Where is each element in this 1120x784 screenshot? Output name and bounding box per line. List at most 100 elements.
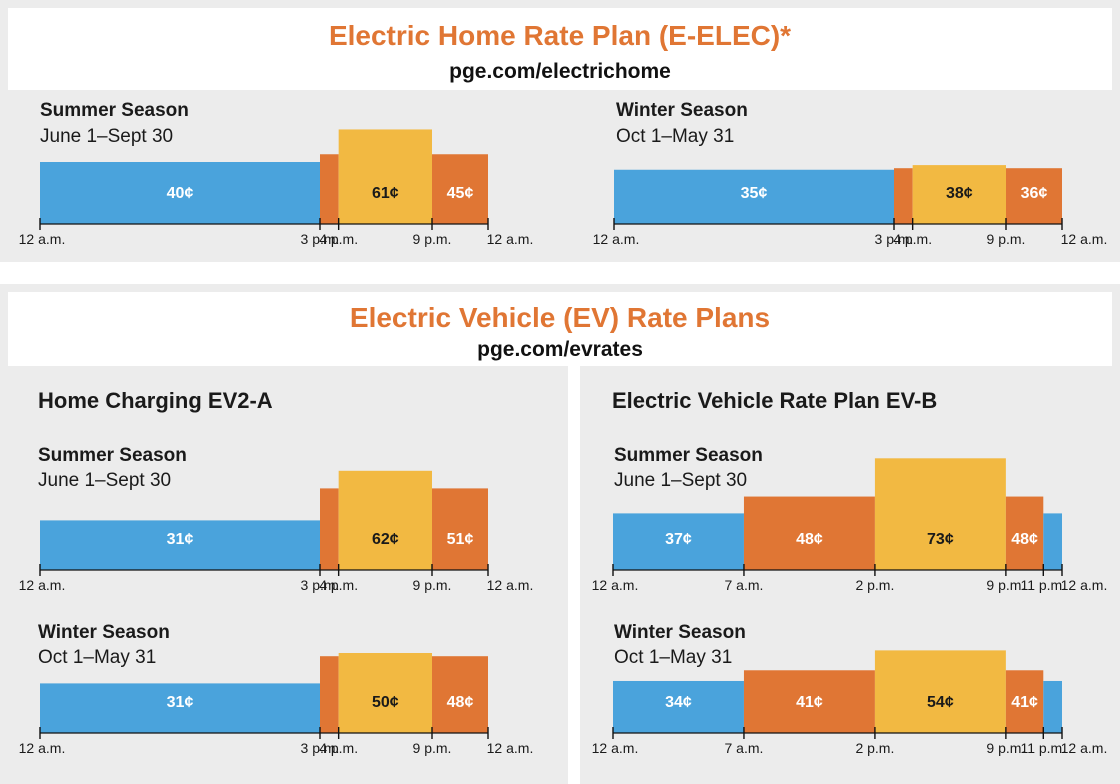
ev2a-summer-tick-label-4: 12 a.m.: [487, 577, 534, 593]
elec-summer-bar-label-2: 61¢: [372, 185, 399, 202]
evb-winter-tick-label-1: 7 a.m.: [725, 740, 764, 756]
evb-title: Electric Vehicle Rate Plan EV-B: [612, 388, 938, 413]
evb-winter-bar-4: [1043, 680, 1062, 733]
elec-winter-bar-2: [912, 165, 1006, 224]
elec-title: Electric Home Rate Plan (E-ELEC)*: [328, 20, 792, 51]
elec-winter-bar-label-0: 35¢: [741, 185, 768, 202]
elec-panel: Electric Home Rate Plan (E-ELEC)* pge.co…: [0, 0, 1120, 262]
elec-winter-tick-label-3: 9 p.m.: [987, 231, 1026, 247]
ev2a-summer-bar-label-2: 62¢: [372, 531, 399, 548]
ev2a-winter-dates: Oct 1–May 31: [38, 647, 157, 668]
elec-summer-bar-1: [320, 154, 339, 224]
elec-winter-tick-label-4: 12 a.m.: [1061, 231, 1108, 247]
ev2a-summer-bar-3: [432, 488, 488, 570]
ev2a-title: Home Charging EV2-A: [38, 388, 273, 413]
evb-winter-tick-label-3: 9 p.m.: [986, 740, 1025, 756]
elec-summer-bar-label-0: 40¢: [167, 185, 194, 202]
ev2a-summer-bar-2: [338, 470, 432, 570]
ev2a-winter-season-title: Winter Season: [38, 622, 170, 643]
ev2a-summer-dates: June 1–Sept 30: [38, 470, 172, 491]
evb-summer-tick-label-5: 12 a.m.: [1061, 577, 1108, 593]
evb-winter-bar-2: [874, 650, 1006, 733]
ev2a-winter-bar-label-0: 31¢: [167, 694, 194, 711]
ev2a-winter-tick-label-3: 9 p.m.: [413, 740, 452, 756]
ev2a-summer-tick-label-2: 4 p.m.: [319, 577, 358, 593]
elec-summer-bar-0: [40, 162, 320, 224]
ev2a-winter-bar-2: [338, 653, 432, 733]
elec-winter-bar-label-3: 36¢: [1021, 185, 1048, 202]
evb-winter-bar-label-3: 41¢: [1011, 694, 1038, 711]
elec-summer-bar-3: [432, 154, 488, 224]
ev2a-winter-bar-label-2: 50¢: [372, 694, 399, 711]
evb-summer-bar-label-1: 48¢: [796, 531, 823, 548]
ev2a-summer-bar-1: [320, 488, 339, 570]
ev2a-winter-bar-3: [432, 656, 488, 733]
ev2a-winter-tick-label-2: 4 p.m.: [319, 740, 358, 756]
evb-winter-bar-1: [743, 670, 875, 733]
evb-summer-bar-label-0: 37¢: [665, 531, 692, 548]
ev2a-winter-bar-1: [320, 656, 339, 733]
elec-header: Electric Home Rate Plan (E-ELEC)* pge.co…: [8, 8, 1112, 90]
evb-summer-tick-label-2: 2 p.m.: [855, 577, 894, 593]
elec-summer-chart: 40¢ 61¢ 45¢ 12 a.m. 3 p.m.4 p.m. 9 p.m. 12 a.m…: [19, 129, 534, 247]
elec-winter-tick-label-1: 3 p.m.: [875, 231, 914, 247]
elec-summer-tick-label-4: 12 a.m.: [487, 231, 534, 247]
evb-summer-dates: June 1–Sept 30: [614, 470, 748, 491]
evb-summer-season-title: Summer Season: [614, 445, 763, 466]
evb-summer-tick-label-1: 7 a.m.: [725, 577, 764, 593]
ev2a-winter-bar-label-3: 48¢: [447, 694, 474, 711]
evb-winter-bar-label-2: 54¢: [927, 694, 954, 711]
elec-summer-dates: June 1–Sept 30: [40, 126, 174, 147]
evb-winter-tick-label-5: 12 a.m.: [1061, 740, 1108, 756]
evb-winter-bar-3: [1005, 670, 1044, 733]
evb-winter-tick-label-4: 11 p.m.: [1020, 740, 1066, 756]
evb-summer-bar-label-2: 73¢: [927, 531, 954, 548]
evb-summer-bar-3: [1005, 496, 1044, 570]
evb-winter-tick-label-0: 12 a.m.: [592, 740, 639, 756]
ev2a-summer-tick-label-1: 3 p.m.: [301, 577, 340, 593]
evb-winter-tick-label-2: 2 p.m.: [855, 740, 894, 756]
ev2a-winter-tick-label-0: 12 a.m.: [19, 740, 66, 756]
evb-summer-bar-0: [613, 513, 744, 570]
elec-summer-tick-label-1: 3 p.m.: [301, 231, 340, 247]
elec-summer-bar-label-3: 45¢: [447, 185, 474, 202]
evb-summer-tick-label-4: 11 p.m.: [1020, 577, 1066, 593]
elec-winter-tick-label-2: 4 p.m.: [893, 231, 932, 247]
elec-winter-bar-3: [1006, 168, 1062, 224]
evb-summer-bar-2: [874, 458, 1006, 570]
evb-summer-bar-1: [743, 496, 875, 570]
elec-winter-bar-0: [614, 169, 894, 224]
ev2a-winter-tick-label-4: 12 a.m.: [487, 740, 534, 756]
elec-winter-dates: Oct 1–May 31: [616, 126, 735, 147]
elec-winter-bar-label-2: 38¢: [946, 185, 973, 202]
ev-url: pge.com/evrates: [477, 338, 643, 361]
evb-winter-bar-label-0: 34¢: [665, 694, 692, 711]
ev2a-summer-bar-label-0: 31¢: [167, 531, 194, 548]
evb-winter-dates: Oct 1–May 31: [614, 647, 733, 668]
evb-winter-season-title: Winter Season: [614, 622, 746, 643]
ev2a-summer-bar-label-3: 51¢: [447, 531, 474, 548]
ev-header: Electric Vehicle (EV) Rate Plans pge.com…: [8, 292, 1112, 366]
evb-summer-bar-label-3: 48¢: [1011, 531, 1038, 548]
evb-summer-tick-label-0: 12 a.m.: [592, 577, 639, 593]
ev2a-summer-bar-0: [40, 520, 320, 570]
elec-url: pge.com/electrichome: [449, 60, 671, 83]
ev-title: Electric Vehicle (EV) Rate Plans: [349, 302, 771, 333]
ev2a-summer-tick-label-3: 9 p.m.: [413, 577, 452, 593]
evb-summer-bar-4: [1043, 513, 1062, 570]
ev-divider: [568, 366, 580, 784]
ev2a-winter-tick-label-1: 3 p.m.: [301, 740, 340, 756]
ev2a-summer-tick-label-0: 12 a.m.: [19, 577, 66, 593]
elec-winter-season-title: Winter Season: [616, 100, 748, 121]
evb-winter-bar-0: [613, 680, 744, 733]
elec-summer-bar-2: [338, 129, 432, 224]
elec-summer-tick-label-0: 12 a.m.: [19, 231, 66, 247]
elec-winter-chart: 35¢ 38¢ 36¢ 12 a.m. 3 p.m.4 p.m. 9 p.m. 12 a.m…: [593, 165, 1108, 247]
ev2a-summer-season-title: Summer Season: [38, 445, 187, 466]
elec-winter-bar-1: [894, 168, 913, 224]
evb-winter-bar-label-1: 41¢: [796, 694, 823, 711]
